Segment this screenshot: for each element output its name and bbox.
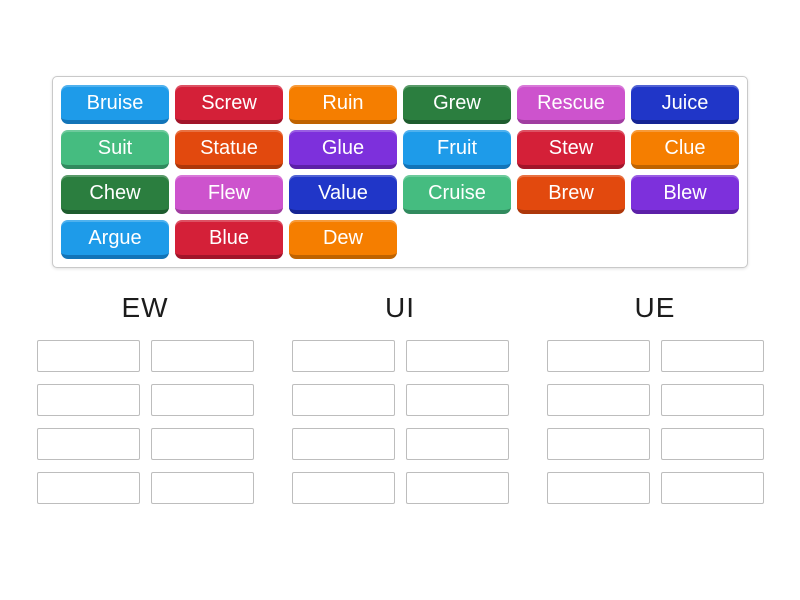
word-tile[interactable]: Screw: [175, 85, 283, 124]
word-tile-label: Rescue: [537, 91, 605, 114]
answer-slot[interactable]: [150, 340, 254, 372]
word-tile-label: Blew: [663, 181, 707, 204]
answer-slot[interactable]: [150, 472, 254, 504]
word-tile[interactable]: Rescue: [517, 85, 625, 124]
group-ue: UE: [546, 291, 764, 504]
word-tile-label: Bruise: [86, 91, 144, 114]
word-tile[interactable]: Glue: [289, 130, 397, 169]
answer-slot[interactable]: [660, 472, 764, 504]
word-tile-label: Clue: [664, 136, 706, 159]
word-tray-grid: Bruise Screw Ruin Grew Rescue Juice Suit Statue…: [53, 77, 747, 267]
word-tile[interactable]: Bruise: [61, 85, 169, 124]
word-tile[interactable]: Juice: [631, 85, 739, 124]
word-tile[interactable]: Suit: [61, 130, 169, 169]
word-tile-label: Chew: [89, 181, 141, 204]
word-tile-label: Cruise: [428, 181, 486, 204]
answer-slot[interactable]: [291, 340, 395, 372]
word-tile[interactable]: Blue: [175, 220, 283, 259]
word-tile[interactable]: Value: [289, 175, 397, 214]
answer-slot[interactable]: [36, 340, 140, 372]
word-tile[interactable]: Fruit: [403, 130, 511, 169]
word-tile-label: Stew: [548, 136, 594, 159]
word-tile[interactable]: Brew: [517, 175, 625, 214]
word-tile[interactable]: Clue: [631, 130, 739, 169]
word-tile[interactable]: Dew: [289, 220, 397, 259]
word-tile[interactable]: Stew: [517, 130, 625, 169]
word-tile-label: Screw: [201, 91, 257, 114]
word-tile-label: Glue: [321, 136, 365, 159]
answer-slot[interactable]: [660, 340, 764, 372]
answer-slot[interactable]: [546, 384, 650, 416]
word-tile-label: Blue: [208, 226, 250, 249]
sort-groups: EW UI UE: [0, 291, 800, 504]
word-tile-label: Suit: [97, 136, 133, 159]
answer-slot[interactable]: [546, 340, 650, 372]
word-tile[interactable]: Grew: [403, 85, 511, 124]
word-tile-label: Grew: [433, 91, 481, 114]
answer-slot[interactable]: [405, 340, 509, 372]
word-tile-label: Argue: [88, 226, 142, 249]
group-ui: UI: [291, 291, 509, 504]
answer-slot[interactable]: [36, 472, 140, 504]
answer-slot[interactable]: [291, 472, 395, 504]
word-tile[interactable]: Chew: [61, 175, 169, 214]
word-tray: Bruise Screw Ruin Grew Rescue Juice Suit Statue…: [52, 76, 748, 268]
answer-slot[interactable]: [546, 428, 650, 460]
word-tile[interactable]: Argue: [61, 220, 169, 259]
answer-slot[interactable]: [291, 384, 395, 416]
word-tile[interactable]: Flew: [175, 175, 283, 214]
group-ue-header: UE: [634, 292, 676, 323]
group-ew: EW: [36, 291, 254, 504]
word-tile[interactable]: Ruin: [289, 85, 397, 124]
word-tile-label: Ruin: [322, 91, 364, 114]
answer-slot[interactable]: [150, 428, 254, 460]
answer-slot[interactable]: [405, 472, 509, 504]
answer-slot[interactable]: [36, 384, 140, 416]
word-tile-label: Statue: [200, 136, 258, 159]
word-tile[interactable]: Statue: [175, 130, 283, 169]
group-ew-slots: [36, 340, 254, 504]
word-tile[interactable]: Cruise: [403, 175, 511, 214]
word-tile-label: Brew: [548, 181, 594, 204]
answer-slot[interactable]: [291, 428, 395, 460]
word-tile[interactable]: Blew: [631, 175, 739, 214]
word-tile-label: Value: [318, 181, 368, 204]
word-tile-label: Juice: [661, 91, 709, 114]
group-ew-header: EW: [121, 292, 169, 323]
answer-slot[interactable]: [405, 428, 509, 460]
answer-slot[interactable]: [660, 428, 764, 460]
word-tile-label: Fruit: [437, 136, 477, 159]
word-tile-label: Dew: [322, 226, 363, 249]
word-tile-label: Flew: [207, 181, 251, 204]
answer-slot[interactable]: [660, 384, 764, 416]
group-ui-header: UI: [385, 292, 415, 323]
group-ui-slots: [291, 340, 509, 504]
answer-slot[interactable]: [405, 384, 509, 416]
answer-slot[interactable]: [546, 472, 650, 504]
answer-slot[interactable]: [36, 428, 140, 460]
group-ue-slots: [546, 340, 764, 504]
answer-slot[interactable]: [150, 384, 254, 416]
